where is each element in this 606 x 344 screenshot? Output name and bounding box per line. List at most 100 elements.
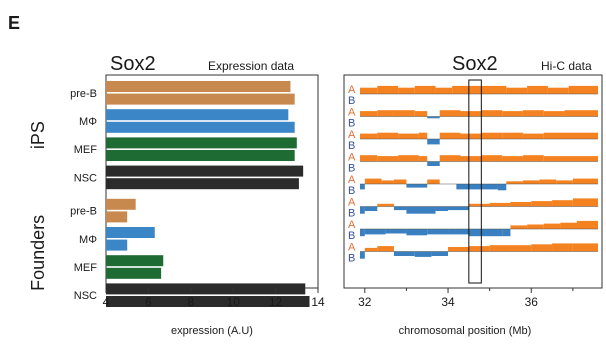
hic-compartment-segment: [539, 179, 557, 184]
expression-bar: [106, 121, 295, 133]
hic-letter-b: B: [348, 118, 355, 130]
expression-bar: [106, 296, 310, 307]
hic-compartment-segment: [489, 245, 511, 252]
hic-letter-b: B: [348, 95, 355, 107]
hic-compartment-segment: [406, 206, 436, 214]
hic-compartment-segment: [564, 110, 598, 117]
hic-compartment-segment: [572, 178, 598, 184]
hic-compartment-segment: [468, 203, 490, 207]
hic-compartment-segment: [531, 244, 553, 252]
hic-compartment-segment: [556, 180, 573, 184]
expression-bar: [106, 198, 136, 210]
expression-category-label: NSC: [74, 290, 97, 302]
panel-label: E: [8, 13, 20, 33]
hic-compartment-segment: [510, 245, 532, 252]
hic-compartment-segment: [468, 229, 503, 237]
expression-x-tick-label: 4: [103, 295, 110, 309]
hic-compartment-segment: [481, 132, 503, 139]
hic-compartment-segment: [547, 87, 569, 94]
hic-compartment-segment: [522, 110, 544, 117]
hic-compartment-segment: [377, 203, 394, 207]
hic-compartment-segment: [360, 229, 365, 237]
expression-bar: [106, 109, 289, 121]
hic-compartment-segment: [427, 179, 440, 184]
hic-compartment-segment: [414, 111, 428, 117]
expression-category-label: MΦ: [79, 234, 97, 246]
hic-compartment-segment: [448, 229, 469, 235]
expression-group-label: Founders: [28, 215, 48, 291]
hic-compartment-segment: [460, 111, 482, 117]
hic-compartment-segment: [381, 180, 394, 184]
expression-bar: [106, 267, 162, 279]
hic-compartment-segment: [360, 184, 365, 190]
expression-category-label: MEF: [74, 262, 98, 274]
hic-compartment-segment: [393, 251, 415, 256]
hic-compartment-segment: [364, 229, 386, 235]
hic-compartment-segment: [427, 116, 440, 119]
hic-compartment-segment: [522, 180, 540, 184]
expression-bar: [106, 211, 128, 223]
hic-compartment-segment: [489, 202, 511, 207]
expression-category-label: NSC: [74, 172, 97, 184]
hic-compartment-segment: [572, 243, 598, 252]
expression-bar: [106, 283, 306, 295]
hic-x-tick-label: 36: [525, 295, 539, 309]
hic-chart-subtitle: Hi-C data: [541, 59, 592, 73]
hic-compartment-segment: [360, 111, 378, 117]
hic-letter-a: A: [348, 242, 356, 254]
hic-compartment-segment: [364, 206, 378, 211]
expression-category-labels: pre-B MΦ MEF NSC pre-B MΦ MEF NSC: [70, 88, 97, 302]
hic-letter-b: B: [348, 208, 355, 220]
expression-category-label: pre-B: [70, 88, 97, 100]
hic-compartment-segment: [418, 132, 428, 139]
hic-compartment-segment: [552, 200, 573, 207]
hic-compartment-segment: [398, 87, 415, 94]
hic-compartment-segment: [572, 198, 598, 207]
hic-compartment-segment: [552, 243, 573, 252]
expression-x-tick-label: 14: [311, 295, 325, 309]
hic-compartment-segment: [485, 85, 507, 94]
expression-bar: [106, 178, 299, 190]
hic-compartment-segment: [377, 246, 394, 252]
hic-compartment-segment: [360, 87, 378, 94]
hic-compartment-segment: [439, 155, 461, 162]
hic-letter-b: B: [348, 163, 355, 175]
hic-compartment-segment: [431, 251, 449, 256]
expression-chart: Sox2 Expression data pre-B MΦ MEF NSC pre-B M…: [28, 53, 325, 337]
expression-x-tick-label: 10: [227, 295, 241, 309]
hic-compartment-segment: [418, 156, 428, 162]
hic-compartment-segment: [510, 225, 528, 229]
hic-compartment-segment: [543, 111, 565, 117]
hic-letter-a: A: [348, 129, 356, 141]
hic-letter-a: A: [348, 197, 356, 209]
hic-compartment-segment: [460, 156, 482, 162]
hic-letter-b: B: [348, 230, 355, 242]
hic-compartment-segment: [560, 222, 578, 229]
hic-compartment-segment: [510, 202, 532, 207]
hic-letter-a: A: [348, 174, 356, 186]
expression-group-label: iPS: [28, 121, 48, 149]
expression-bar: [106, 227, 155, 238]
hic-compartment-segment: [439, 110, 461, 117]
hic-compartment-segment: [435, 206, 449, 211]
hic-compartment-segment: [377, 110, 394, 117]
expression-category-label: MEF: [74, 144, 98, 156]
hic-compartment-segment: [398, 155, 419, 162]
hic-compartment-segment: [427, 161, 440, 166]
hic-compartment-segment: [543, 223, 561, 229]
hic-x-axis-label: chromosomal position (Mb): [399, 325, 532, 337]
hic-compartment-segment: [360, 155, 378, 162]
hic-compartment-segment: [502, 132, 523, 139]
expression-x-tick-label: 6: [145, 295, 152, 309]
hic-compartment-segment: [414, 85, 436, 94]
hic-compartment-segment: [393, 179, 407, 184]
sox2-locus-highlight: [468, 79, 482, 284]
hic-x-ticks: 32 34 36: [358, 288, 574, 309]
hic-compartment-segment: [360, 206, 365, 214]
hic-compartment-segment: [506, 181, 523, 184]
hic-letter-a: A: [348, 152, 356, 164]
hic-compartment-segment: [531, 201, 553, 207]
